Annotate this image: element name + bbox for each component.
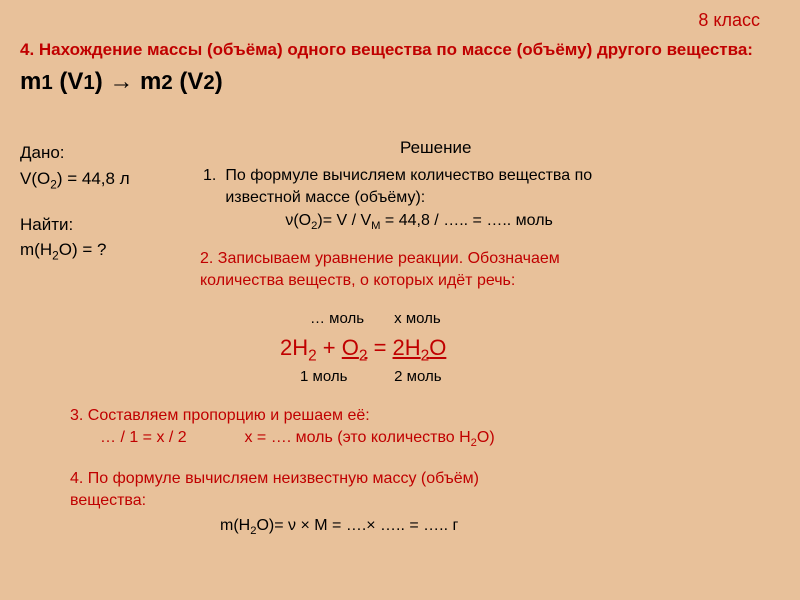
t: … / 1 = х / 2 <box>100 427 240 449</box>
equation-bottom-labels: 1 моль 2 моль <box>300 368 442 385</box>
step2-text2: количества веществ, о которых идёт речь: <box>200 270 780 292</box>
step4-formula: m(H2O)= ν × M = ….× ….. = ….. г <box>70 511 780 539</box>
equation-top-labels: … моль х моль <box>310 310 441 327</box>
t: ) = 44,8 л <box>57 169 130 188</box>
task-title: 4. Нахождение массы (объёма) одного веще… <box>20 36 780 102</box>
t: 2 <box>308 347 317 364</box>
step1-text2: известной массе (объёму): <box>225 187 592 209</box>
title-prefix: 4. Нахождение массы (объёма) одного веще… <box>20 40 753 59</box>
find-line: m(H2O) = ? <box>20 237 130 265</box>
t: О) <box>477 429 495 446</box>
find-label: Найти: <box>20 212 130 238</box>
given-line1: V(O2) = 44,8 л <box>20 166 130 194</box>
t: m(H <box>220 517 250 534</box>
t: 2 <box>50 177 57 191</box>
step-4: 4. По формуле вычисляем неизвестную масс… <box>70 468 780 539</box>
t: 2H <box>393 335 421 360</box>
grade-label: 8 класс <box>698 10 760 31</box>
t: )= V / V <box>317 212 371 229</box>
step1-num: 1. <box>202 164 222 236</box>
step-3: 3. Составляем пропорцию и решаем её: … /… <box>70 405 780 451</box>
eq-bot-1: 1 моль <box>300 368 390 385</box>
t: = <box>367 335 392 360</box>
t: m(H <box>20 240 52 259</box>
step1-formula: ν(O2)= V / VM = 44,8 / ….. = ….. моль <box>225 210 592 235</box>
step3-text2: … / 1 = х / 2 х = …. моль (это количеств… <box>70 427 780 451</box>
step-1: 1. По формуле вычисляем количество вещес… <box>200 162 780 238</box>
t: ν(O <box>285 212 311 229</box>
t: + <box>317 335 342 360</box>
solution-label: Решение <box>400 138 471 158</box>
eq-top-2: х моль <box>394 310 441 327</box>
step-2: 2. Записываем уравнение реакции. Обознач… <box>200 248 780 291</box>
t: O <box>429 335 446 360</box>
eq-top-1: … моль <box>310 310 390 327</box>
step1-text1: По формуле вычисляем количество вещества… <box>225 165 592 187</box>
eq-bot-2: 2 моль <box>394 368 441 385</box>
t: O <box>342 335 359 360</box>
step4-text1: 4. По формуле вычисляем неизвестную масс… <box>70 468 780 490</box>
step2-text1: 2. Записываем уравнение реакции. Обознач… <box>200 248 780 270</box>
title-formula: m1 (V1) → m2 (V2) <box>20 68 223 95</box>
step4-text2: вещества: <box>70 490 780 512</box>
t: V(O <box>20 169 50 188</box>
t: х = …. моль (это количество Н <box>244 429 470 446</box>
chemical-equation: 2H2 + O2 = 2H2O <box>280 335 446 365</box>
t: O)= ν × M = ….× ….. = ….. г <box>256 517 458 534</box>
t: 2 <box>421 347 430 364</box>
t: = 44,8 / ….. = ….. моль <box>380 212 552 229</box>
given-block: Дано: V(O2) = 44,8 л Найти: m(H2O) = ? <box>20 140 130 266</box>
given-label: Дано: <box>20 140 130 166</box>
step3-text1: 3. Составляем пропорцию и решаем её: <box>70 405 780 427</box>
t: 2 <box>52 249 59 263</box>
t: 2H <box>280 335 308 360</box>
t: O) = ? <box>59 240 107 259</box>
